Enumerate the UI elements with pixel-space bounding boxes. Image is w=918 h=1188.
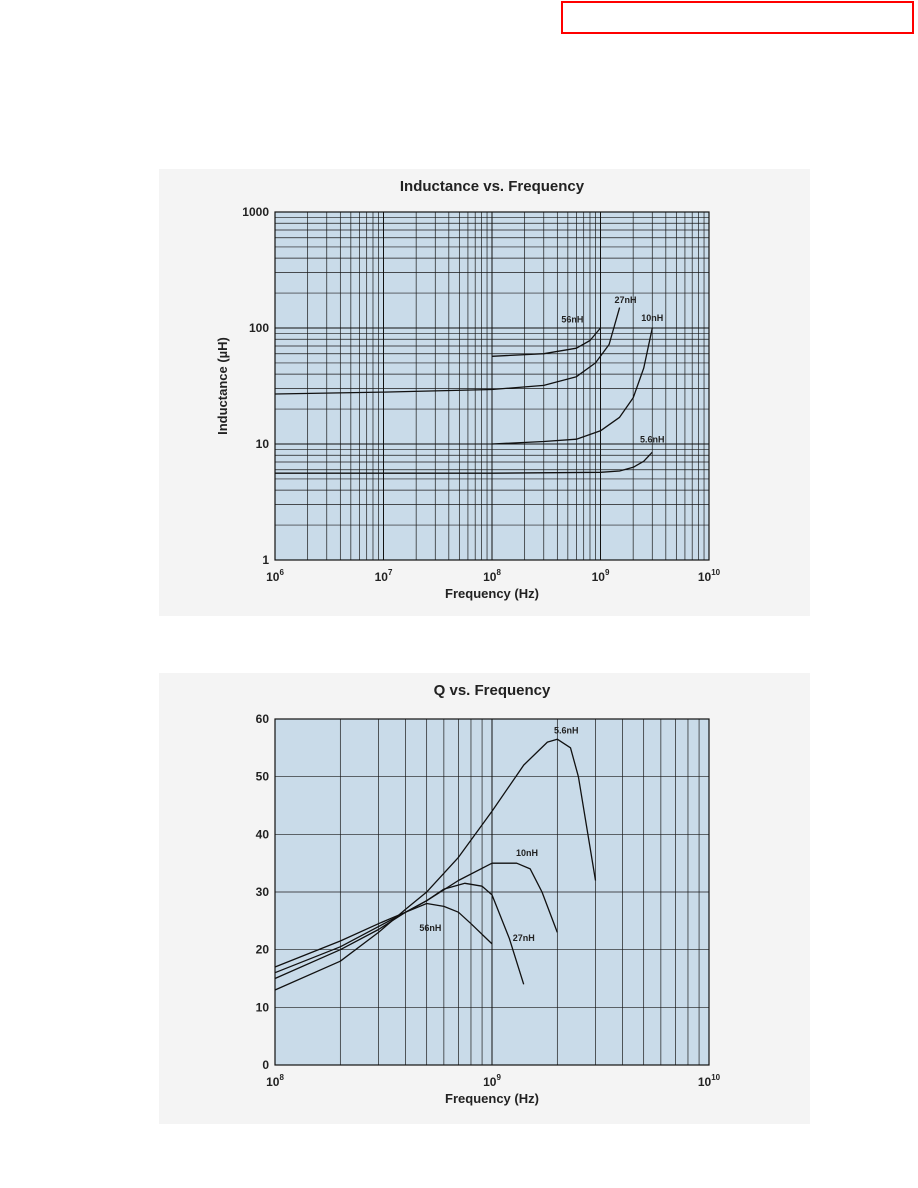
x-tick-label: 108 [266,1073,284,1089]
y-tick-label: 50 [256,770,270,784]
series-label-5-6nH: 5.6nH [640,435,665,445]
series-label-10nH: 10nH [516,848,538,858]
series-label-5-6nH: 5.6nH [554,725,579,735]
y-tick-label: 100 [249,321,269,335]
q-chart: Q vs. Frequency 108 109 1010 0 10 20 30 40 50 60 Fr… [256,682,721,1106]
q-chart-panel: Q vs. Frequency 108 109 1010 0 10 20 30 40 50 60 Fr… [159,673,810,1124]
x-tick-label: 106 [266,568,284,584]
y-axis-label: Inductance (µH) [215,337,230,435]
y-tick-label: 0 [262,1058,269,1072]
series-label-56nH: 56nH [419,923,441,933]
series-line-5-6nH [274,738,597,991]
x-tick-label: 109 [592,568,610,584]
x-tick-label: 109 [483,1073,501,1089]
chart-title: Q vs. Frequency [434,682,551,699]
y-tick-label: 30 [256,885,270,899]
x-tick-label: 107 [375,568,393,584]
series-line-10nH [274,862,558,980]
series-label-10nH: 10nH [641,313,663,323]
series-line-56nH [274,902,493,968]
x-axis-label: Frequency (Hz) [445,1091,539,1106]
chart-title: Inductance vs. Frequency [400,178,585,195]
series-line-5-6nH [275,451,653,474]
x-tick-label: 108 [483,568,501,584]
x-axis-label: Frequency (Hz) [445,586,539,601]
x-tick-label: 1010 [698,568,721,584]
y-tick-label: 40 [256,827,270,841]
series-label-27nH: 27nH [513,933,535,943]
y-tick-label: 10 [256,437,270,451]
y-tick-label: 20 [256,943,270,957]
plot-frame [274,718,710,1066]
plot-frame [274,211,710,561]
x-tick-label: 1010 [698,1073,721,1089]
header-box [561,1,914,34]
series-line-56nH [491,327,601,357]
y-tick-label: 60 [256,712,270,726]
series-label-27nH: 27nH [614,295,636,305]
y-tick-label: 10 [256,1000,270,1014]
y-tick-label: 1000 [242,205,269,219]
series-line-27nH [274,307,621,395]
series-line-10nH [491,327,653,445]
y-tick-label: 1 [262,553,269,567]
series-label-56nH: 56nH [561,314,583,324]
inductance-chart-panel: Inductance vs. Frequency 106 107 108 109 1010… [159,169,810,616]
